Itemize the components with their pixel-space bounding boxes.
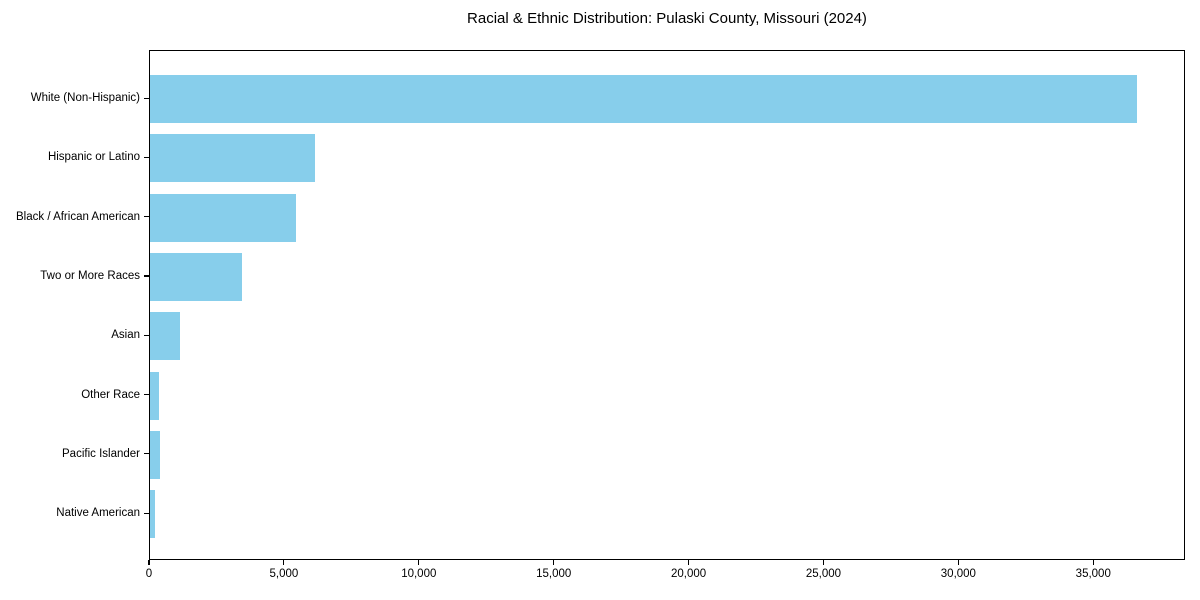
y-tick-label-pacific-islander: Pacific Islander bbox=[62, 447, 140, 460]
y-tick-label-two-or-more-races: Two or More Races bbox=[40, 269, 140, 282]
x-tick-label-10000: 10,000 bbox=[401, 568, 437, 580]
x-tick-mark bbox=[822, 560, 825, 565]
x-tick-label-25000: 25,000 bbox=[805, 568, 842, 580]
x-tick-mark bbox=[283, 560, 285, 565]
x-tick-label-35000: 35,000 bbox=[1075, 568, 1111, 580]
y-tick-mark bbox=[144, 394, 149, 396]
bar-native-american bbox=[150, 490, 155, 539]
y-tick-mark bbox=[144, 156, 149, 158]
y-tick-mark bbox=[144, 334, 149, 336]
y-tick-mark bbox=[144, 216, 149, 218]
bar-hispanic-or-latino bbox=[150, 134, 315, 183]
bar-other-race bbox=[150, 371, 159, 420]
bar-two-or-more-races bbox=[150, 252, 242, 301]
x-tick-mark bbox=[1092, 560, 1094, 565]
x-tick-label-20000: 20,000 bbox=[670, 568, 707, 580]
y-tick-mark bbox=[144, 512, 149, 514]
chart-title: Racial & Ethnic Distribution: Pulaski Co… bbox=[467, 10, 867, 27]
bar-pacific-islander bbox=[150, 430, 160, 479]
x-tick-mark bbox=[148, 560, 150, 565]
bar-white-non-hispanic bbox=[150, 75, 1138, 123]
x-tick-label-0: 0 bbox=[145, 568, 153, 580]
x-tick-mark bbox=[687, 560, 690, 565]
y-tick-label-asian: Asian bbox=[111, 329, 140, 342]
x-tick-label-5000: 5,000 bbox=[269, 568, 299, 580]
y-tick-label-hispanic-or-latino: Hispanic or Latino bbox=[47, 151, 140, 164]
x-tick-label-15000: 15,000 bbox=[536, 568, 572, 580]
x-tick-mark bbox=[418, 560, 420, 565]
y-tick-label-other-race: Other Race bbox=[81, 388, 140, 401]
y-tick-label-native-american: Native American bbox=[56, 507, 140, 520]
x-tick-label-30000: 30,000 bbox=[940, 568, 976, 580]
plot-area bbox=[149, 50, 1185, 560]
y-tick-mark bbox=[144, 453, 149, 455]
bar-black-african-american bbox=[150, 193, 296, 242]
y-tick-label-black-african-american: Black / African American bbox=[16, 210, 140, 223]
x-tick-mark bbox=[553, 560, 555, 565]
y-tick-mark bbox=[144, 275, 149, 277]
bar-asian bbox=[150, 312, 180, 361]
x-tick-mark bbox=[957, 560, 959, 565]
y-tick-mark bbox=[144, 97, 149, 99]
y-tick-label-white-non-hispanic: White (Non-Hispanic) bbox=[30, 92, 140, 104]
